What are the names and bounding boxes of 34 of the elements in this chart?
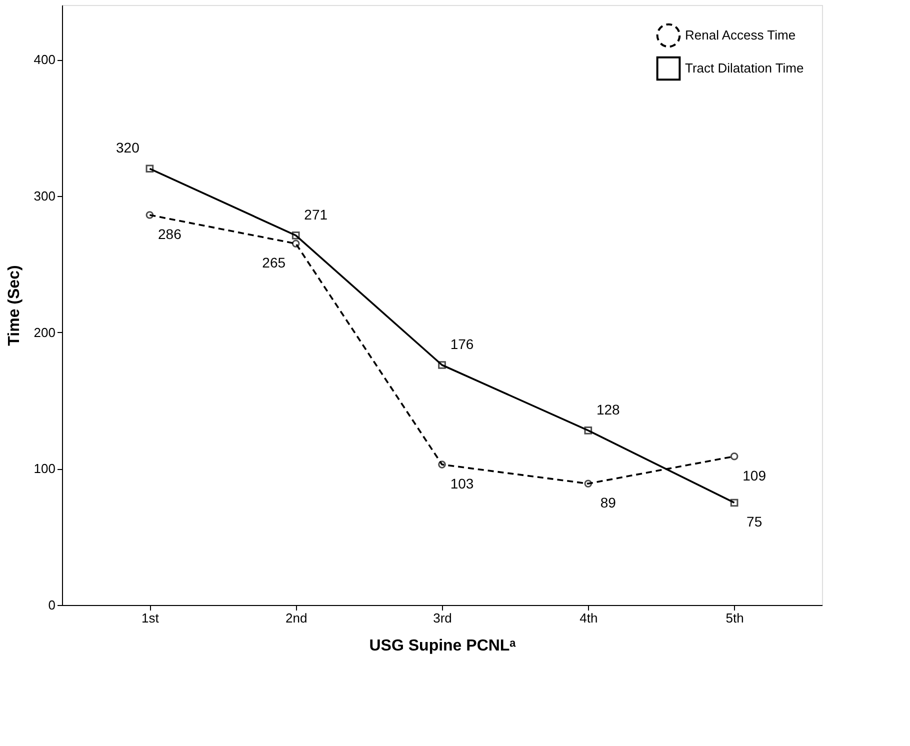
y-axis-title: Time (Sec): [6, 265, 23, 346]
y-tick-label: 100: [34, 461, 56, 476]
point: [146, 164, 154, 173]
data-label: 109: [742, 467, 766, 484]
x-tick-label: 2nd: [285, 610, 308, 626]
point: [292, 240, 300, 248]
data-label: 176: [450, 336, 474, 352]
point: [438, 460, 446, 468]
x-axis-title: USG Supine PCNLᵃ: [369, 638, 516, 654]
point: [146, 211, 154, 219]
data-label: 89: [600, 494, 616, 511]
point: [584, 426, 592, 434]
point: [438, 361, 446, 369]
data-label: 286: [158, 226, 182, 242]
point: [292, 232, 300, 240]
data-label: 128: [596, 401, 620, 418]
point: [730, 498, 738, 507]
point: [584, 480, 592, 488]
data-label: 75: [746, 514, 762, 530]
data-label: 103: [450, 476, 474, 492]
data-label: 320: [116, 140, 140, 156]
point: [730, 452, 738, 460]
y-tick-label: 400: [34, 52, 56, 68]
data-label: 271: [304, 206, 328, 222]
y-tick-label: 300: [34, 188, 56, 204]
x-tick-label: 3rd: [433, 610, 452, 626]
x-tick-label: 5th: [726, 610, 744, 626]
x-tick-label: 1st: [142, 610, 160, 626]
x-tick-label: 4th: [580, 610, 598, 626]
y-tick-label: 0: [48, 598, 56, 612]
legend-label: Renal Access Time: [685, 28, 796, 42]
legend-label: Tract Dilatation Time: [685, 60, 804, 76]
y-tick-label: 200: [34, 324, 56, 340]
data-label: 265: [262, 254, 286, 271]
